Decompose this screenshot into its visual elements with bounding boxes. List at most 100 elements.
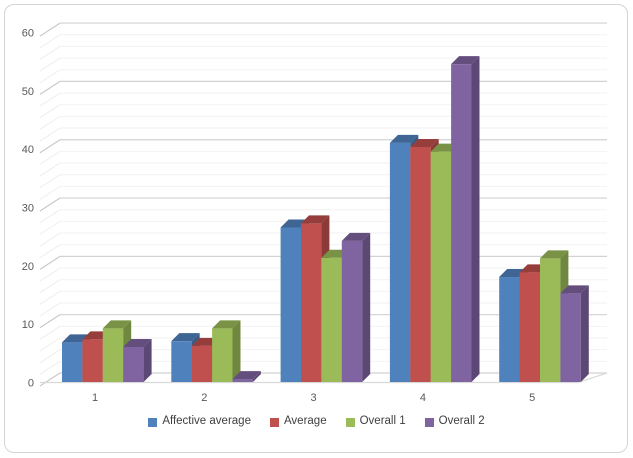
legend-item-overall-1[interactable]: Overall 1	[345, 415, 406, 428]
legend-swatch-icon	[269, 417, 279, 427]
x-category-label: 3	[311, 392, 317, 404]
bar-face	[410, 138, 439, 147]
bar-overall-2-cat2[interactable]	[232, 371, 261, 382]
major-grid-stub	[39, 197, 61, 212]
y-tick-label: 0	[28, 378, 34, 390]
bar-face	[341, 240, 363, 382]
bar-face	[341, 232, 371, 241]
bar-face	[301, 215, 330, 224]
y-tick-label: 60	[22, 28, 34, 40]
bar-face	[410, 146, 431, 382]
major-grid-stub	[39, 372, 61, 387]
bar-face	[560, 293, 581, 382]
bar-overall-2-cat5[interactable]	[560, 285, 589, 382]
bar-overall-2-cat3[interactable]	[341, 232, 371, 382]
bar-overall-2-cat1[interactable]	[123, 339, 152, 382]
bar-face	[580, 285, 589, 382]
bar-face	[499, 277, 520, 382]
legend-label: Average	[283, 415, 327, 428]
bar-overall-2-cat4[interactable]	[451, 56, 480, 382]
bar-face	[82, 339, 103, 382]
bar-face	[389, 142, 411, 382]
legend-label: Affective average	[162, 415, 251, 428]
bar-face	[123, 339, 152, 348]
minor-grid-stub	[39, 185, 61, 200]
minor-grid-stub	[39, 150, 61, 165]
x-category-label: 5	[529, 392, 535, 404]
major-grid-stub	[39, 22, 61, 37]
x-category-label: 1	[92, 392, 98, 404]
floor-right-edge	[577, 372, 608, 384]
legend-item-average[interactable]: Average	[269, 415, 327, 428]
minor-grid-stub	[39, 290, 61, 305]
minor-grid-stub	[39, 220, 61, 235]
bar-face	[102, 320, 132, 329]
legend-swatch-icon	[345, 417, 355, 427]
bar-face	[519, 272, 540, 382]
bar-face	[232, 320, 241, 382]
minor-grid-stub	[39, 34, 61, 49]
minor-grid-stub	[39, 104, 61, 119]
minor-grid-stub	[39, 57, 61, 72]
x-category-label: 2	[201, 392, 207, 404]
bar-face	[540, 258, 561, 382]
x-category-label: 4	[420, 392, 426, 404]
bar-face	[280, 227, 301, 382]
minor-grid-stub	[39, 92, 61, 107]
y-tick-label: 40	[22, 144, 34, 156]
bar-overall-1-cat2[interactable]	[212, 320, 241, 382]
minor-grid-stub	[39, 69, 61, 84]
minor-grid-stub	[39, 162, 61, 177]
bar-face	[252, 371, 261, 382]
legend-label: Overall 1	[359, 415, 406, 428]
bar-face	[212, 328, 233, 382]
major-grid-stub	[39, 255, 61, 270]
minor-grid-stub	[39, 325, 61, 340]
minor-grid-stub	[39, 115, 61, 130]
bar-face	[362, 232, 371, 382]
minor-grid-stub	[39, 232, 61, 247]
minor-grid-stub	[39, 45, 61, 60]
major-grid-stub	[39, 314, 61, 329]
bar-face	[191, 345, 213, 382]
bar-face	[430, 151, 452, 382]
legend-item-affective-average[interactable]: Affective average	[148, 416, 251, 428]
minor-grid-stub	[39, 279, 61, 294]
minor-grid-stub	[39, 337, 61, 352]
legend-item-overall-2[interactable]: Overall 2	[424, 415, 485, 428]
y-tick-label: 10	[22, 319, 34, 331]
legend-swatch-icon	[424, 417, 434, 427]
bar-face	[143, 339, 152, 382]
minor-grid-stub	[39, 267, 61, 282]
bar-face	[451, 64, 472, 382]
bar-face	[389, 134, 419, 143]
legend-swatch-icon	[148, 417, 158, 427]
minor-grid-stub	[39, 244, 61, 259]
bar-face	[171, 333, 200, 342]
minor-grid-stub	[39, 302, 61, 317]
bar-face	[212, 320, 241, 329]
bar-face	[321, 257, 342, 382]
bar-face	[232, 379, 253, 382]
bar-face	[471, 56, 480, 382]
major-grid-stub	[39, 139, 61, 154]
minor-grid-stub	[39, 209, 61, 224]
bar-face	[301, 223, 322, 382]
major-grid-stub	[39, 80, 61, 95]
minor-grid-stub	[39, 349, 61, 364]
minor-grid-stub	[39, 127, 61, 142]
bar-face	[540, 250, 569, 259]
bar-face	[560, 285, 589, 294]
bar-face	[451, 56, 480, 65]
bar-face	[62, 342, 83, 382]
legend: Affective average Average Overall 1 Overall…	[0, 412, 633, 432]
y-tick-label: 50	[22, 86, 34, 98]
bar-face	[232, 371, 261, 380]
bar-face	[123, 347, 144, 382]
y-tick-label: 30	[22, 203, 34, 215]
bar-face	[171, 341, 192, 382]
minor-grid-stub	[39, 174, 61, 189]
legend-label: Overall 2	[438, 415, 485, 428]
minor-grid-stub	[39, 360, 61, 375]
